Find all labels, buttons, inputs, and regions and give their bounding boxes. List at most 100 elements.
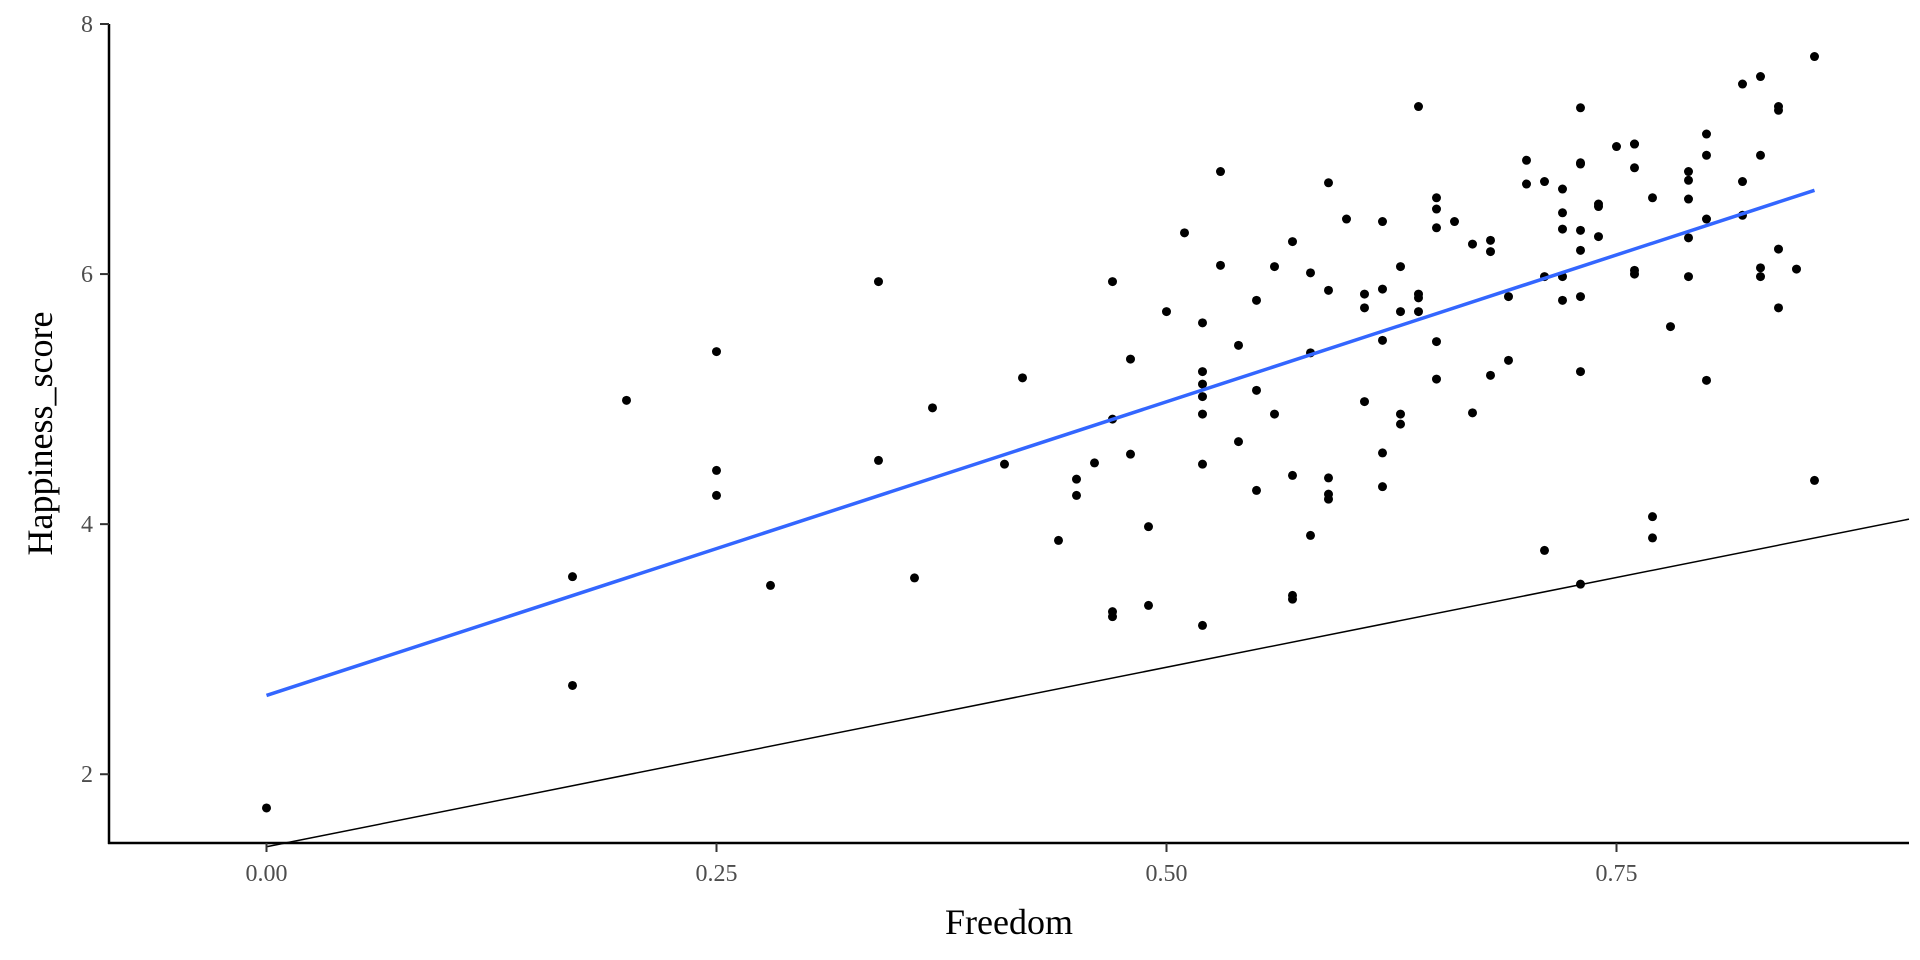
- data-point: [1576, 292, 1585, 302]
- data-point: [1342, 214, 1351, 224]
- data-point: [568, 572, 577, 582]
- x-tick-label: 0.50: [1146, 861, 1188, 887]
- data-point: [1684, 167, 1693, 177]
- data-point: [1594, 202, 1603, 212]
- scatter-points: [262, 52, 1819, 813]
- data-point: [1414, 289, 1423, 299]
- data-point: [1702, 150, 1711, 160]
- x-tick-label: 0.00: [246, 861, 288, 887]
- data-point: [1504, 292, 1513, 302]
- data-point: [1432, 223, 1441, 233]
- data-point: [1378, 448, 1387, 458]
- data-point: [1702, 214, 1711, 224]
- data-point: [1288, 470, 1297, 480]
- data-point: [1234, 340, 1243, 350]
- data-point: [1396, 409, 1405, 419]
- data-point: [1684, 272, 1693, 282]
- data-point: [1702, 129, 1711, 139]
- data-point: [1378, 335, 1387, 345]
- data-point: [1522, 179, 1531, 189]
- data-point: [1756, 272, 1765, 282]
- data-point: [1198, 367, 1207, 377]
- data-point: [1396, 262, 1405, 272]
- data-point: [1252, 295, 1261, 305]
- data-point: [622, 395, 631, 405]
- data-point: [1198, 459, 1207, 469]
- data-point: [910, 573, 919, 583]
- data-point: [1360, 397, 1369, 407]
- data-point: [1126, 354, 1135, 364]
- data-point: [1612, 142, 1621, 152]
- y-tick-label: 4: [81, 512, 93, 538]
- data-point: [1558, 224, 1567, 234]
- data-point: [1216, 260, 1225, 270]
- data-point: [1252, 485, 1261, 495]
- data-point: [1090, 458, 1099, 468]
- data-point: [1630, 139, 1639, 149]
- data-point: [1252, 385, 1261, 395]
- data-point: [1234, 437, 1243, 447]
- data-point: [1774, 102, 1783, 112]
- data-point: [928, 403, 937, 413]
- data-point: [1270, 262, 1279, 272]
- y-tick-label: 8: [81, 12, 93, 38]
- data-point: [1306, 530, 1315, 540]
- y-axis-title: Happiness_score: [20, 312, 60, 556]
- data-point: [1198, 620, 1207, 630]
- data-point: [1576, 103, 1585, 113]
- data-point: [1288, 590, 1297, 600]
- data-point: [1018, 373, 1027, 383]
- data-point: [1468, 239, 1477, 249]
- data-point: [1324, 473, 1333, 483]
- data-point: [1144, 600, 1153, 610]
- data-point: [1432, 193, 1441, 203]
- data-point: [712, 347, 721, 357]
- data-point: [1522, 155, 1531, 165]
- data-point: [874, 455, 883, 465]
- data-point: [1306, 268, 1315, 278]
- data-point: [1576, 225, 1585, 235]
- data-point: [1324, 178, 1333, 188]
- data-point: [1810, 52, 1819, 62]
- data-point: [1270, 409, 1279, 419]
- data-point: [1558, 208, 1567, 218]
- data-point: [1360, 289, 1369, 299]
- data-point: [1486, 235, 1495, 245]
- data-point: [1396, 307, 1405, 317]
- data-point: [1504, 355, 1513, 365]
- data-point: [1648, 533, 1657, 543]
- x-tick-label: 0.25: [696, 861, 738, 887]
- data-point: [1702, 375, 1711, 385]
- data-point: [1198, 318, 1207, 328]
- x-tick-label: 0.75: [1596, 861, 1638, 887]
- data-point: [1810, 475, 1819, 485]
- data-point: [1414, 102, 1423, 112]
- data-point: [1774, 303, 1783, 313]
- data-point: [1684, 194, 1693, 204]
- data-point: [1162, 307, 1171, 317]
- data-point: [712, 490, 721, 500]
- data-point: [1558, 184, 1567, 194]
- data-point: [712, 465, 721, 475]
- data-point: [1756, 72, 1765, 82]
- data-point: [1360, 303, 1369, 313]
- data-point: [1684, 175, 1693, 185]
- data-point: [1666, 322, 1675, 332]
- data-point: [1216, 167, 1225, 177]
- data-point: [1072, 490, 1081, 500]
- data-point: [1450, 217, 1459, 227]
- data-point: [1684, 233, 1693, 243]
- data-point: [1396, 419, 1405, 429]
- data-point: [262, 803, 271, 813]
- data-point: [1738, 79, 1747, 89]
- data-point: [1198, 392, 1207, 402]
- data-point: [1432, 337, 1441, 347]
- data-point: [1738, 177, 1747, 187]
- data-point: [1324, 494, 1333, 504]
- data-point: [766, 580, 775, 590]
- data-point: [1576, 367, 1585, 377]
- data-point: [1468, 408, 1477, 418]
- regression-line: [265, 188, 1816, 698]
- data-point: [568, 680, 577, 690]
